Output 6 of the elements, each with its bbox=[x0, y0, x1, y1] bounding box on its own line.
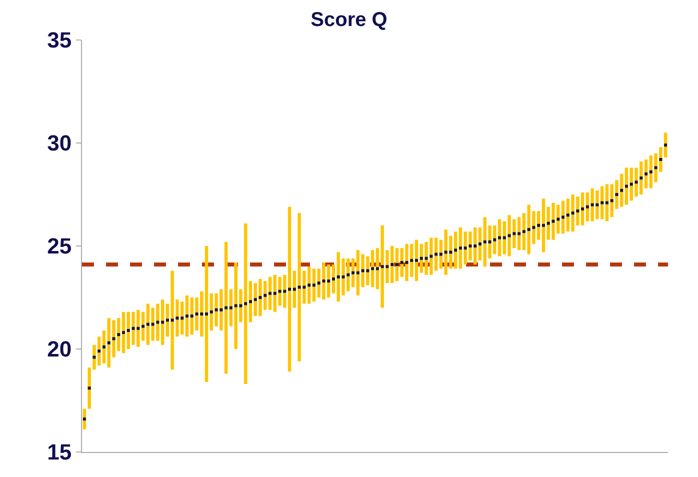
y-tick-label: 30 bbox=[47, 130, 72, 156]
y-tick-label: 25 bbox=[47, 234, 72, 259]
y-tick-label: 35 bbox=[47, 28, 72, 53]
y-tick-label: 15 bbox=[47, 440, 72, 465]
chart-title: Score Q bbox=[310, 8, 388, 31]
y-tick-label: 20 bbox=[47, 336, 72, 362]
